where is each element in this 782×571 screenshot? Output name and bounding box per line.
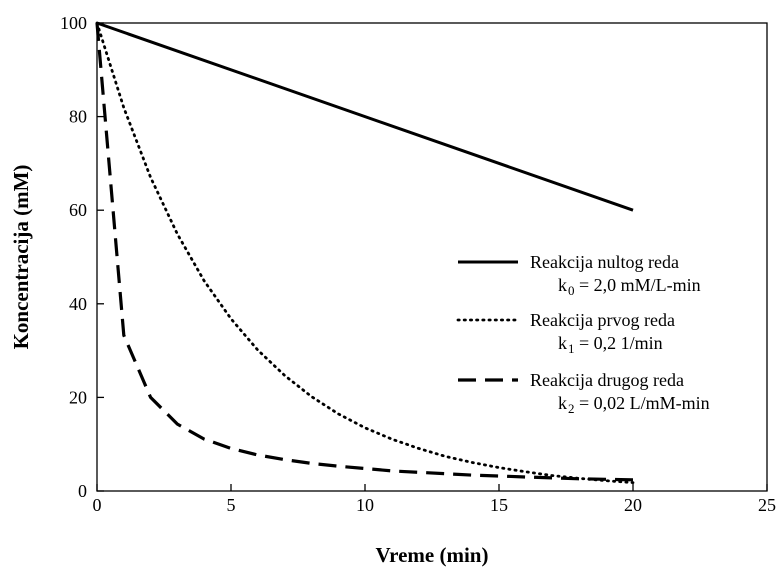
- plot-area: [96, 22, 768, 492]
- y-axis-title: Koncentracija (mM): [9, 165, 33, 350]
- x-tick-label: 25: [758, 495, 776, 515]
- y-tick-label: 20: [69, 387, 87, 407]
- y-tick-label: 80: [69, 107, 87, 127]
- y-axis-ticks: 0 20 40 60 80 100: [60, 13, 104, 501]
- legend-k-symbol: k: [558, 393, 567, 413]
- legend-k-symbol: k: [558, 275, 567, 295]
- legend-subscript: 0: [568, 283, 575, 298]
- x-tick-label: 10: [356, 495, 374, 515]
- x-axis-ticks: 0 5 10 15 20 25: [93, 484, 776, 515]
- x-axis-title: Vreme (min): [376, 543, 489, 567]
- legend-label-2: Reakcija prvog reda: [530, 310, 675, 330]
- x-tick-label: 20: [624, 495, 642, 515]
- legend-rate-2: 1 = 0,2 1/min: [568, 333, 663, 356]
- legend-label-3: Reakcija drugog reda: [530, 370, 684, 390]
- x-tick-label: 15: [490, 495, 508, 515]
- series-line-1: [96, 21, 634, 212]
- legend-rate-3: 2 = 0,02 L/mM-min: [568, 393, 710, 416]
- y-tick-label: 0: [78, 481, 87, 501]
- legend-subscript: 1: [568, 341, 575, 356]
- plot-frame: [96, 22, 768, 492]
- legend-k-symbol: k: [558, 333, 567, 353]
- legend-subscript: 2: [568, 401, 575, 416]
- legend-label-1: Reakcija nultog reda: [530, 252, 679, 272]
- series-layer: [95, 21, 635, 485]
- y-tick-label: 60: [69, 200, 87, 220]
- y-tick-label: 100: [60, 13, 87, 33]
- series-line-3: [95, 22, 634, 482]
- legend-rate-value: = 0,02 L/mM-min: [575, 393, 710, 413]
- y-tick-label: 40: [69, 294, 87, 314]
- legend-rate-1: 0 = 2,0 mM/L-min: [568, 275, 701, 298]
- series-line-2: [95, 21, 635, 485]
- legend-rate-value: = 2,0 mM/L-min: [575, 275, 701, 295]
- legend-rate-value: = 0,2 1/min: [575, 333, 663, 353]
- x-tick-label: 5: [227, 495, 236, 515]
- x-tick-label: 0: [93, 495, 102, 515]
